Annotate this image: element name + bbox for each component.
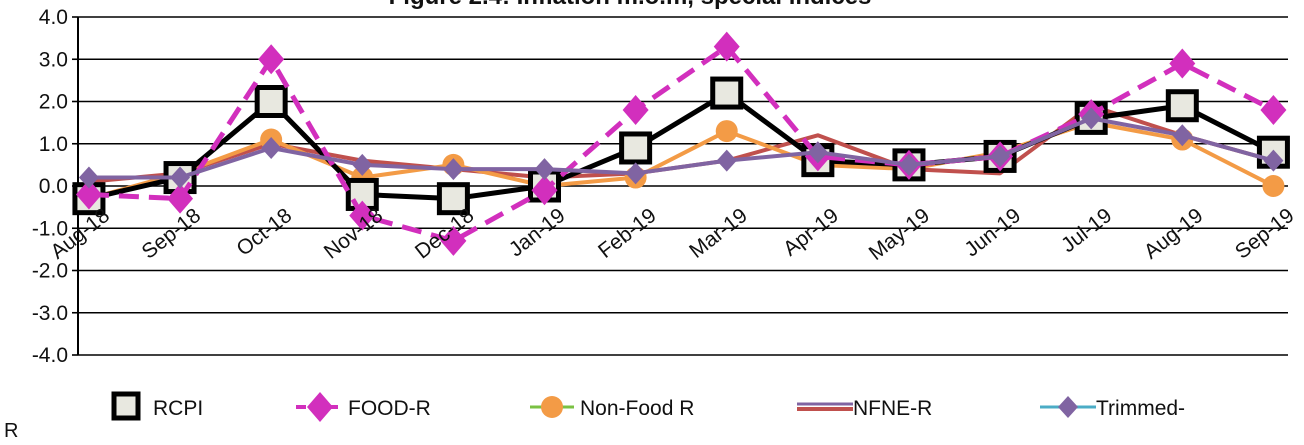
x-tick-label: Jul-19	[1057, 204, 1116, 257]
legend-label: FOOD-R	[348, 397, 431, 420]
series-trimmed	[78, 107, 1284, 189]
data-point-trimmed	[625, 162, 646, 185]
data-point-food-r	[258, 44, 285, 75]
y-tick-label: 0.0	[39, 175, 68, 198]
y-tick-label: -3.0	[32, 302, 68, 325]
data-point-rcpi	[1165, 89, 1199, 123]
y-tick-label: 2.0	[39, 91, 68, 114]
data-point-food-r	[713, 31, 740, 62]
data-point-food-r	[531, 175, 558, 206]
legend-label: Trimmed-	[1096, 397, 1185, 420]
data-point-food-r	[75, 179, 102, 210]
y-tick-label: -4.0	[32, 344, 68, 367]
data-point-trimmed	[990, 145, 1011, 168]
title-layer: Figure 2.4: Inflation m.o.m, special ind…	[389, 0, 872, 10]
x-tick-label: Sep-18	[138, 204, 206, 264]
data-point-food-r	[167, 183, 194, 214]
x-tick-labels: Aug-18 Sep-18 Oct-18 Nov-18 Dec-18 Jan-19 Feb-…	[46, 204, 1298, 265]
legend-swatch	[307, 392, 333, 422]
x-tick-label: Feb-19	[594, 204, 661, 263]
legend-swatch	[111, 391, 141, 421]
y-tick-label: -1.0	[32, 217, 68, 240]
data-point-food-r	[349, 200, 376, 231]
y-tick-label: 3.0	[39, 48, 68, 71]
x-tick-label: Jan-19	[505, 204, 570, 262]
data-point-food-r	[1169, 48, 1196, 79]
x-tick-label: Sep-19	[1231, 204, 1299, 264]
y-tick-label: 4.0	[39, 6, 68, 29]
data-point-trimmed	[716, 149, 737, 172]
y-tick-label: -2.0	[32, 260, 68, 283]
data-point-trimmed	[898, 153, 919, 176]
data-point-rcpi	[619, 131, 653, 165]
legend-label: NFNE-R	[853, 397, 932, 420]
data-point-trimmed	[1263, 149, 1284, 172]
series-food-r	[75, 31, 1287, 256]
legend-label: RCPI	[153, 397, 203, 420]
data-point-trimmed	[78, 166, 99, 189]
data-point-food-r	[1260, 94, 1287, 125]
data-point-non-food-r	[1262, 175, 1285, 197]
legend-swatch	[1058, 396, 1078, 418]
data-point-rcpi	[436, 182, 470, 216]
series-line-trimmed	[88, 116, 1274, 180]
y-tick-label: 1.0	[39, 133, 68, 156]
data-point-rcpi	[254, 85, 288, 118]
data-point-non-food-r	[715, 120, 738, 143]
legend-item-nfne-r: NFNE-R	[797, 397, 932, 420]
x-tick-label: Mar-19	[685, 204, 752, 263]
legend-swatch	[541, 396, 563, 418]
data-point-trimmed	[1081, 107, 1102, 130]
series-line-food-r	[88, 44, 1275, 244]
data-point-food-r	[622, 94, 649, 125]
data-point-trimmed	[807, 141, 828, 164]
legend-item-non-food-r: Non-Food R	[530, 396, 694, 420]
legend-item-food-r: FOOD-R	[296, 392, 431, 422]
x-tick-label: May-19	[865, 204, 934, 265]
legend: RCPI FOOD-R Non-Food R NFNE-R Trimmed-	[111, 391, 1185, 422]
grid-layer: 4.0 3.0 2.0 1.0 0.0 -1.0 -2.0 -3.0 -4.0	[32, 6, 1288, 367]
legend-label: Non-Food R	[580, 397, 694, 420]
x-tick-label: Aug-19	[1140, 204, 1208, 264]
series-layer	[72, 31, 1290, 256]
legend-item-trimmed: Trimmed-	[1040, 396, 1185, 420]
data-point-trimmed	[1172, 124, 1193, 147]
x-tick-label: Apr-19	[779, 204, 843, 261]
data-point-trimmed	[534, 158, 555, 181]
legend-item-rcpi: RCPI	[111, 391, 203, 421]
data-point-trimmed	[170, 166, 191, 189]
data-point-trimmed	[352, 153, 373, 176]
data-point-food-r	[440, 225, 467, 256]
data-point-trimmed	[443, 158, 464, 181]
data-point-rcpi	[710, 76, 744, 110]
x-tick-label: Jun-19	[960, 204, 1025, 262]
legend-overflow-text: R	[4, 420, 19, 442]
data-point-trimmed	[261, 136, 282, 159]
x-tick-label: Oct-18	[232, 204, 296, 261]
chart-title: Figure 2.4: Inflation m.o.m, special ind…	[389, 0, 872, 10]
